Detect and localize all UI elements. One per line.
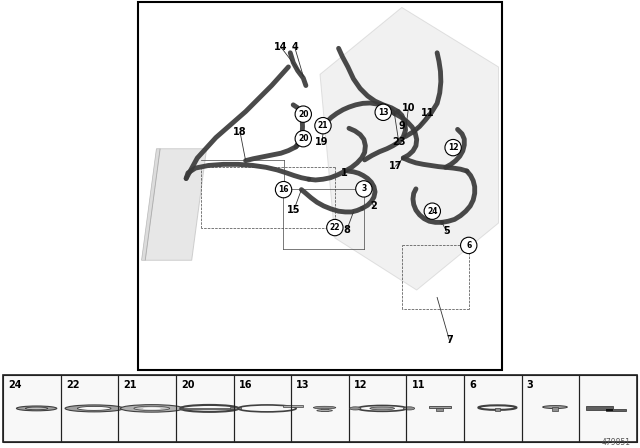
Text: 8: 8 bbox=[343, 225, 350, 235]
Circle shape bbox=[543, 405, 567, 409]
Circle shape bbox=[120, 405, 183, 412]
Bar bbox=[61, 375, 118, 442]
Text: 23: 23 bbox=[392, 138, 406, 147]
Text: 2: 2 bbox=[371, 201, 378, 211]
Polygon shape bbox=[586, 406, 626, 410]
Text: 11: 11 bbox=[421, 108, 435, 118]
Bar bbox=[234, 375, 291, 442]
Bar bbox=[522, 375, 579, 442]
Circle shape bbox=[317, 409, 332, 411]
Bar bbox=[283, 405, 303, 407]
Text: 12: 12 bbox=[354, 380, 367, 390]
Bar bbox=[230, 408, 241, 409]
Text: 7: 7 bbox=[446, 335, 452, 345]
Text: 24: 24 bbox=[8, 380, 22, 390]
Text: 21: 21 bbox=[317, 121, 328, 130]
Bar bbox=[291, 375, 349, 442]
Text: 24: 24 bbox=[427, 207, 438, 215]
Text: 10: 10 bbox=[402, 103, 415, 113]
Circle shape bbox=[315, 117, 331, 134]
Polygon shape bbox=[141, 149, 160, 260]
Ellipse shape bbox=[26, 407, 48, 410]
Circle shape bbox=[65, 405, 124, 412]
Text: 18: 18 bbox=[233, 127, 247, 137]
Bar bbox=[436, 408, 443, 411]
Text: 3: 3 bbox=[361, 185, 367, 194]
Circle shape bbox=[77, 406, 111, 410]
Circle shape bbox=[370, 407, 394, 410]
Polygon shape bbox=[320, 8, 499, 290]
Bar bbox=[180, 408, 239, 409]
Text: 9: 9 bbox=[399, 121, 405, 131]
Text: 14: 14 bbox=[274, 42, 288, 52]
Bar bbox=[606, 409, 612, 410]
Text: 6: 6 bbox=[469, 380, 476, 390]
Text: 22: 22 bbox=[330, 223, 340, 232]
Text: 6: 6 bbox=[466, 241, 472, 250]
Text: 1: 1 bbox=[340, 168, 348, 178]
Bar bbox=[118, 375, 176, 442]
Text: 4: 4 bbox=[291, 42, 298, 52]
Text: 11: 11 bbox=[412, 380, 425, 390]
Bar bbox=[429, 406, 451, 408]
Circle shape bbox=[375, 104, 392, 121]
Text: 16: 16 bbox=[239, 380, 252, 390]
Circle shape bbox=[314, 406, 336, 409]
Text: 20: 20 bbox=[298, 110, 308, 119]
Text: 16: 16 bbox=[278, 185, 289, 194]
Text: 5: 5 bbox=[443, 226, 450, 236]
Text: 20: 20 bbox=[298, 134, 308, 143]
Circle shape bbox=[326, 220, 343, 236]
Text: 22: 22 bbox=[66, 380, 79, 390]
Ellipse shape bbox=[349, 407, 361, 410]
Text: 15: 15 bbox=[287, 205, 301, 215]
Bar bbox=[579, 375, 637, 442]
Polygon shape bbox=[145, 149, 207, 260]
Circle shape bbox=[143, 407, 161, 409]
Circle shape bbox=[424, 203, 440, 220]
Text: 13: 13 bbox=[296, 380, 310, 390]
Circle shape bbox=[445, 139, 461, 156]
Circle shape bbox=[356, 181, 372, 197]
Text: 19: 19 bbox=[315, 137, 328, 147]
Circle shape bbox=[275, 181, 292, 198]
Bar bbox=[321, 408, 328, 411]
Text: 12: 12 bbox=[448, 143, 458, 152]
Circle shape bbox=[295, 130, 312, 147]
Circle shape bbox=[295, 106, 312, 122]
Text: 17: 17 bbox=[388, 161, 402, 171]
Ellipse shape bbox=[403, 407, 415, 410]
Ellipse shape bbox=[17, 406, 57, 411]
Bar bbox=[3, 375, 637, 442]
Text: 13: 13 bbox=[378, 108, 388, 117]
Text: 479851: 479851 bbox=[602, 438, 630, 447]
Text: 21: 21 bbox=[124, 380, 137, 390]
Bar bbox=[406, 375, 464, 442]
Circle shape bbox=[461, 237, 477, 254]
Text: 20: 20 bbox=[181, 380, 195, 390]
Bar bbox=[3, 375, 61, 442]
Text: 3: 3 bbox=[527, 380, 534, 390]
Circle shape bbox=[134, 406, 170, 410]
Bar bbox=[552, 407, 558, 411]
Bar bbox=[495, 409, 500, 410]
Bar bbox=[349, 375, 406, 442]
Bar bbox=[464, 375, 522, 442]
Bar bbox=[176, 375, 234, 442]
